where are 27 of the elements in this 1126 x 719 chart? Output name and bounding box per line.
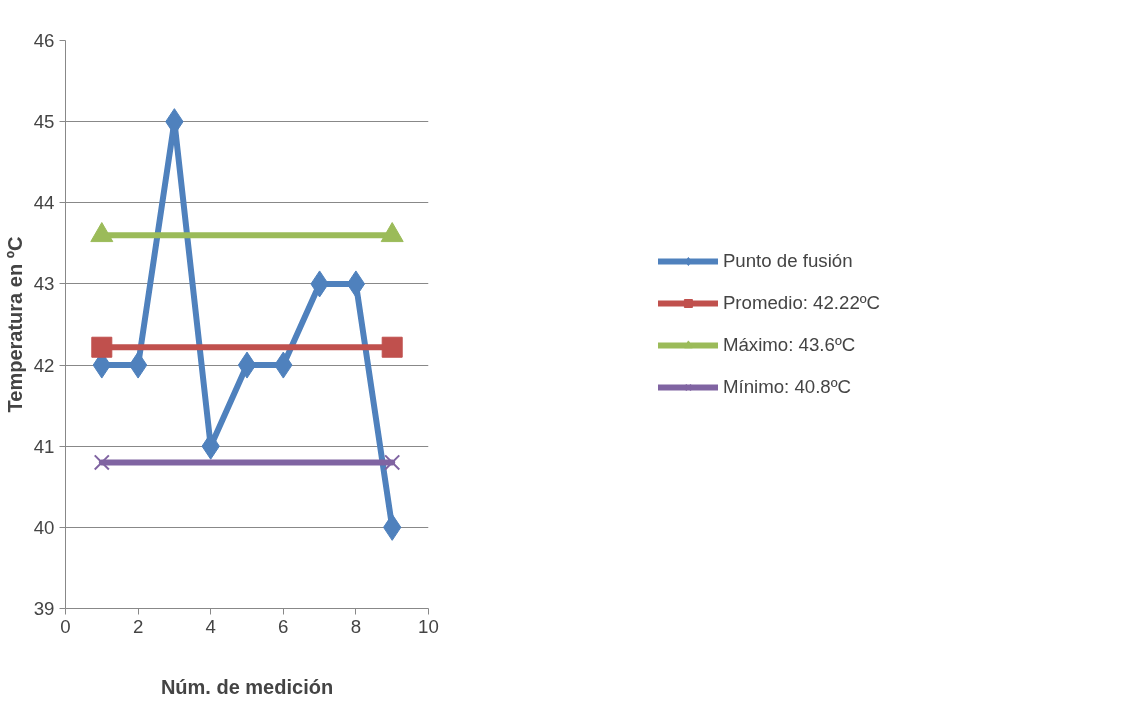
- legend-label: Punto de fusión: [722, 250, 853, 272]
- y-tick-label: 44: [33, 192, 55, 214]
- point: [384, 454, 401, 471]
- x-tick-label: 2: [132, 615, 144, 637]
- y-tick-label: 46: [33, 30, 55, 51]
- y-tick-label: 40: [33, 516, 55, 538]
- point: [346, 270, 366, 298]
- x-tick-label: 0: [60, 615, 71, 637]
- y-tick-label: 42: [33, 354, 55, 376]
- point: [93, 454, 110, 471]
- legend-label: Máximo: 43.6ºC: [722, 334, 856, 356]
- y-tick-label: 39: [33, 598, 55, 619]
- x-tick-label: 6: [278, 615, 289, 637]
- y-tick-label: 43: [33, 273, 55, 295]
- y-tick-label: 45: [33, 111, 55, 133]
- point: [237, 351, 257, 379]
- x-axis-title: Núm. de medición: [160, 675, 334, 698]
- legend-label: Promedio: 42.22ºC: [722, 292, 881, 314]
- point: [128, 351, 148, 379]
- x-tick-label: 4: [205, 615, 216, 637]
- x-tick-label: 8: [350, 615, 362, 637]
- point: [91, 336, 113, 358]
- y-tick-label: 41: [33, 435, 55, 457]
- legend-label: Mínimo: 40.8ºC: [722, 376, 852, 398]
- y-axis-title: Temperatura en ºC: [3, 236, 26, 413]
- point: [381, 336, 403, 358]
- x-tick-label: 10: [418, 615, 439, 637]
